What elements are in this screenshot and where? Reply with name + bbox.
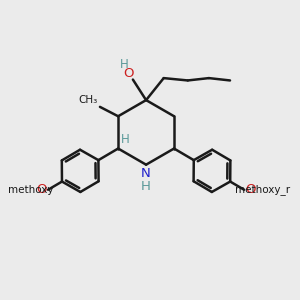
Text: O: O xyxy=(246,183,256,196)
Text: O: O xyxy=(123,67,134,80)
Text: methoxy: methoxy xyxy=(8,185,53,195)
Text: N: N xyxy=(141,167,151,180)
Text: H: H xyxy=(121,133,130,146)
Text: H: H xyxy=(141,180,151,193)
Text: O: O xyxy=(36,183,46,196)
Text: methoxy_r: methoxy_r xyxy=(235,184,290,195)
Text: CH₃: CH₃ xyxy=(78,95,98,105)
Text: H: H xyxy=(120,58,128,71)
